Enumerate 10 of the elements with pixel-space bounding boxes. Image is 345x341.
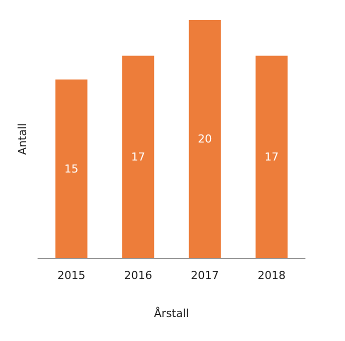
x-axis-title: Årstall bbox=[154, 306, 189, 320]
y-axis-title: Antall bbox=[16, 123, 29, 155]
x-tick-label: 2018 bbox=[258, 269, 286, 282]
x-tick-label: 2015 bbox=[57, 269, 86, 282]
x-tick-label: 2017 bbox=[190, 269, 219, 282]
data-label: 17 bbox=[131, 150, 146, 164]
data-label: 17 bbox=[264, 150, 279, 164]
data-label: 20 bbox=[198, 132, 212, 146]
data-label: 15 bbox=[64, 162, 78, 176]
x-tick-label: 2016 bbox=[124, 269, 152, 282]
